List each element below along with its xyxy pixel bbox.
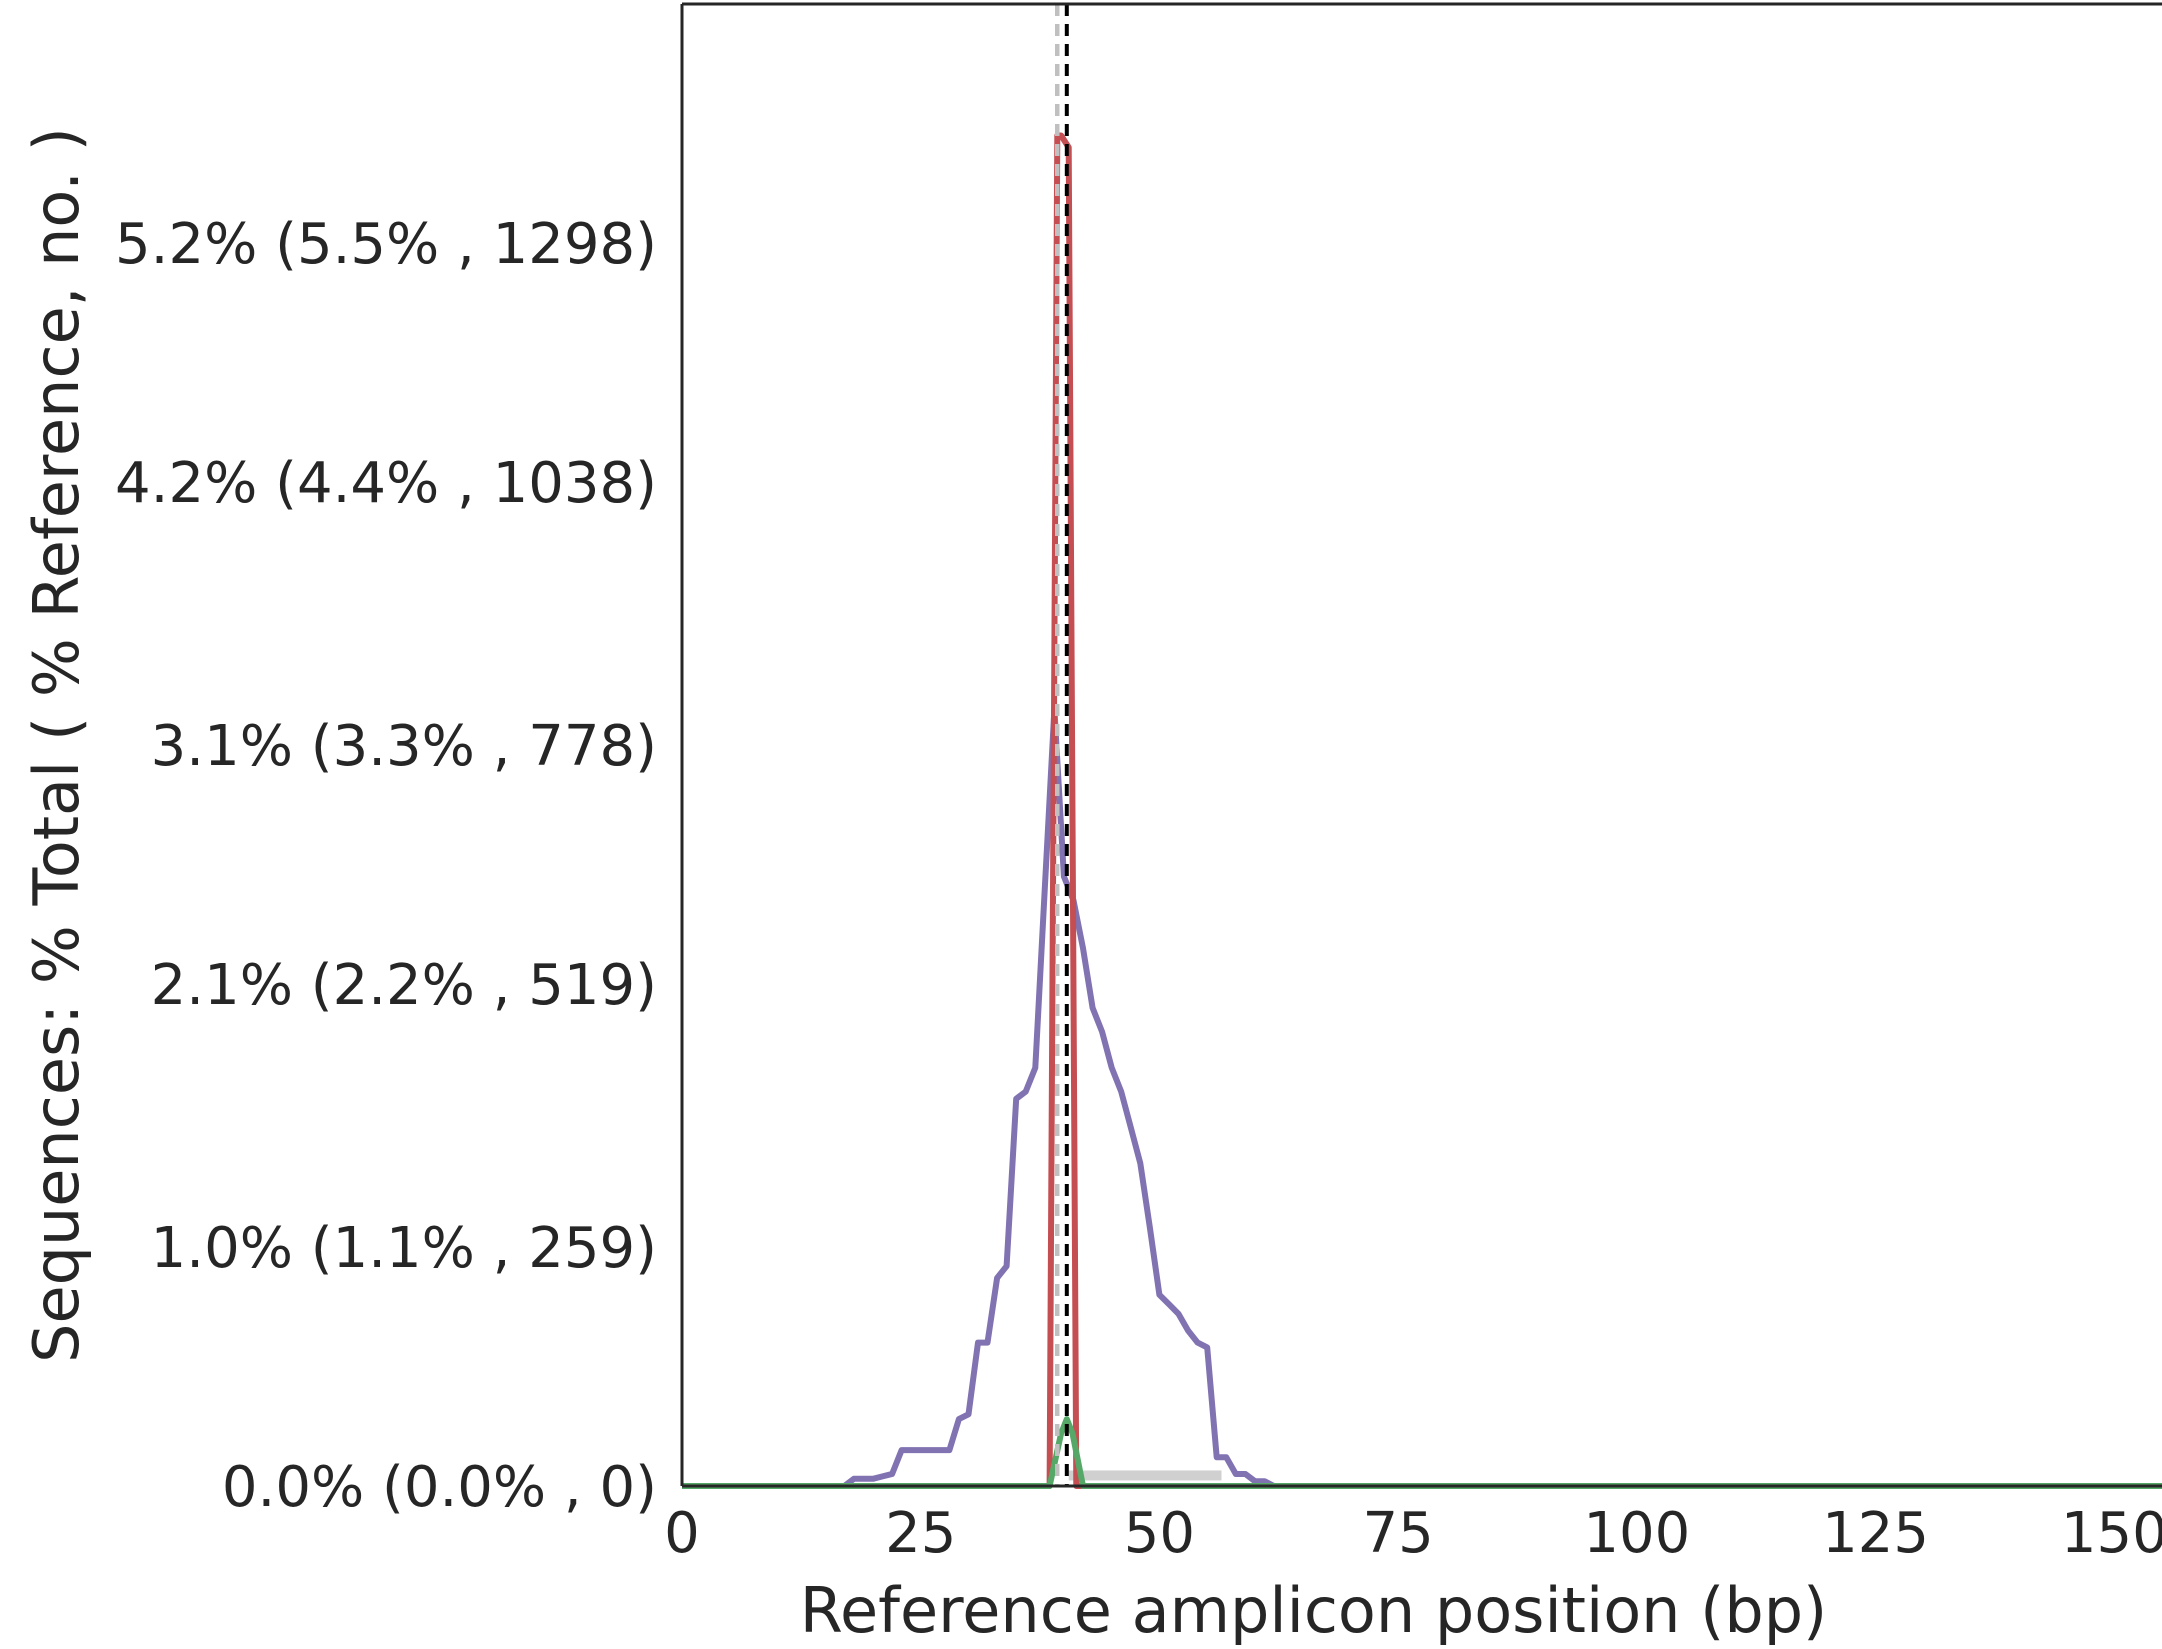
y-tick-label: 5.2% (5.5% , 1298) bbox=[115, 212, 657, 277]
x-axis-label: Reference amplicon position (bp) bbox=[800, 1574, 1828, 1645]
x-tick-label: 0 bbox=[664, 1501, 700, 1566]
series-line-purple bbox=[682, 706, 2162, 1489]
y-axis-label: Sequences: % Total ( % Reference, no. ) bbox=[20, 127, 93, 1363]
y-tick-label: 1.0% (1.1% , 259) bbox=[151, 1216, 657, 1281]
y-tick-label: 2.1% (2.2% , 519) bbox=[151, 953, 657, 1018]
y-tick-label: 4.2% (4.4% , 1038) bbox=[115, 451, 657, 516]
x-tick-label: 25 bbox=[885, 1501, 956, 1566]
x-tick-label: 125 bbox=[1822, 1501, 1929, 1566]
shaded-interval-bar bbox=[1068, 1470, 1222, 1481]
y-tick-label: 0.0% (0.0% , 0) bbox=[222, 1455, 657, 1520]
y-tick-label: 3.1% (3.3% , 778) bbox=[151, 714, 657, 779]
x-tick-label: 100 bbox=[1583, 1501, 1690, 1566]
x-tick-label: 50 bbox=[1124, 1501, 1195, 1566]
x-tick-label: 75 bbox=[1362, 1501, 1433, 1566]
series-line-red bbox=[682, 132, 2162, 1489]
x-tick-label: 150 bbox=[2061, 1501, 2162, 1566]
